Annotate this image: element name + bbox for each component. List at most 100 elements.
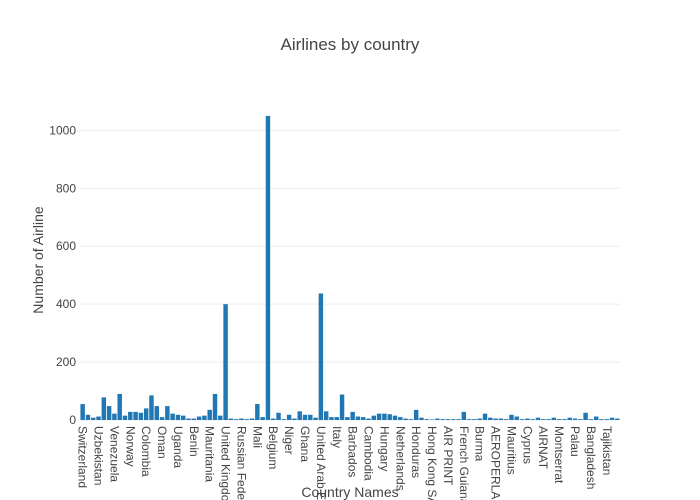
- bar: [345, 417, 350, 420]
- bar: [355, 416, 361, 420]
- bar: [265, 115, 271, 420]
- bar: [392, 415, 398, 420]
- x-tick-label: Honduras: [409, 426, 423, 478]
- bar: [445, 419, 451, 420]
- bar: [228, 418, 234, 420]
- bar: [593, 416, 599, 420]
- bar: [286, 414, 292, 420]
- bar: [233, 419, 239, 420]
- bar: [408, 419, 414, 420]
- bar: [456, 419, 461, 420]
- bar: [181, 415, 186, 420]
- bar: [297, 411, 302, 420]
- bar: [599, 419, 604, 420]
- bar: [207, 409, 212, 420]
- bar: [308, 414, 313, 420]
- bar: [149, 395, 154, 420]
- x-tick-label: Montserrat: [552, 426, 566, 484]
- x-tick-label: Uganda: [171, 426, 185, 468]
- bar: [461, 411, 467, 420]
- bar: [498, 418, 504, 420]
- bar: [112, 413, 117, 420]
- bar: [239, 418, 244, 420]
- bar: [530, 419, 535, 420]
- bar: [350, 411, 355, 420]
- bar: [271, 418, 276, 420]
- bar: [138, 412, 144, 420]
- bar: [101, 397, 107, 420]
- bar: [165, 406, 170, 420]
- bar: [451, 419, 456, 420]
- bar: [323, 411, 329, 420]
- bar: [514, 416, 519, 420]
- x-tick-label: Colombia: [139, 426, 153, 477]
- x-tick-label: Netherlands: [393, 426, 407, 491]
- bar: [482, 413, 488, 420]
- x-tick-label: AIR PRINT: [441, 426, 455, 486]
- x-tick-label: Ghana: [298, 426, 312, 462]
- bar: [292, 418, 297, 420]
- bar: [212, 393, 218, 420]
- bar: [525, 418, 530, 420]
- x-tick-label: Mauritius: [504, 426, 518, 475]
- bar: [91, 417, 96, 420]
- bar: [387, 414, 392, 420]
- bar: [117, 393, 122, 420]
- x-tick-label: Hong Kong SAR of China: [425, 426, 439, 500]
- bar: [413, 409, 419, 420]
- y-tick-label: 800: [56, 181, 76, 195]
- y-axis-title: Number of Airline: [30, 206, 46, 314]
- bar: [302, 414, 308, 420]
- bar: [519, 419, 525, 420]
- bar: [419, 417, 424, 420]
- bar: [403, 418, 408, 420]
- chart-title: Airlines by country: [281, 35, 420, 54]
- bar: [466, 419, 472, 420]
- x-tick-label: AEROPERLAS: [489, 426, 503, 500]
- x-tick-label: Venezuela: [107, 426, 121, 482]
- x-tick-label: Norway: [123, 426, 137, 467]
- bar: [366, 418, 371, 420]
- bar: [223, 304, 228, 420]
- bar: [318, 293, 324, 420]
- bar: [186, 418, 191, 420]
- bar: [143, 408, 149, 420]
- x-axis-title: Country Names: [301, 484, 398, 500]
- x-tick-label: Tajikistan: [600, 426, 614, 475]
- x-tick-label: French Guiana: [457, 426, 471, 500]
- x-tick-label: Cyprus: [520, 426, 534, 464]
- x-tick-label: Bangladesh: [584, 426, 598, 489]
- bar: [133, 411, 138, 420]
- bar: [334, 417, 339, 420]
- bar: [398, 417, 403, 420]
- x-tick-label: Palau: [568, 426, 582, 457]
- bar: [556, 419, 562, 420]
- x-tick-label: Barbados: [346, 426, 360, 477]
- x-tick-label: Belgium: [266, 426, 280, 469]
- bar: [588, 419, 594, 420]
- bar: [435, 418, 440, 420]
- bar: [361, 417, 366, 420]
- bar: [541, 419, 546, 420]
- x-tick-label: AIRNAT: [536, 426, 550, 470]
- x-tick-label: Switzerland: [76, 426, 90, 488]
- bar: [313, 417, 318, 420]
- bar: [154, 406, 159, 420]
- bar: [329, 417, 334, 420]
- bar: [249, 418, 255, 420]
- x-tick-label: United Kingdom: [219, 426, 233, 500]
- bar: [609, 417, 615, 420]
- bar: [477, 418, 482, 420]
- y-tick-label: 200: [56, 355, 76, 369]
- x-tick-label: Mauritania: [203, 426, 217, 482]
- bar: [339, 394, 345, 420]
- x-tick-label: Burma: [473, 426, 487, 462]
- bar: [578, 419, 583, 420]
- bar: [562, 419, 567, 420]
- bar: [218, 415, 223, 420]
- bar: [382, 413, 387, 420]
- bar: [604, 419, 609, 420]
- bar: [376, 413, 382, 420]
